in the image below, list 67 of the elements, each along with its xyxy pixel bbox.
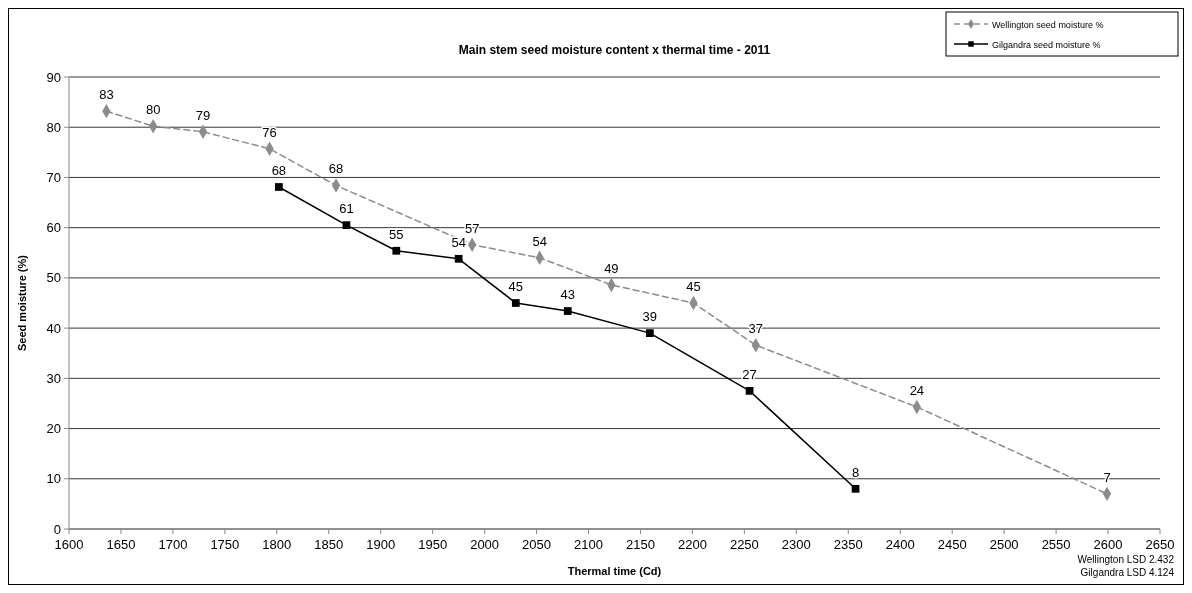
data-label: 49: [604, 260, 619, 276]
y-tick-label: 60: [46, 220, 61, 236]
y-tick-label: 70: [46, 169, 61, 185]
x-tick-label: 2000: [470, 537, 500, 552]
data-label: 39: [642, 309, 658, 325]
data-label: 55: [389, 226, 404, 242]
text: Gilgandra LSD 4.124: [1080, 567, 1175, 578]
x-tick-label: 1800: [262, 537, 292, 552]
point: [563, 307, 572, 315]
text: Wellington LSD 2.432: [1077, 554, 1175, 565]
x-tick-label: 2600: [1093, 537, 1123, 552]
data-label: 61: [339, 201, 354, 217]
x-tick-label: 2550: [1041, 537, 1071, 552]
data-label: 8: [851, 464, 860, 480]
chart-title: Main stem seed moisture content x thermal time - 2011: [458, 43, 771, 57]
x-tick-label: 2100: [574, 537, 603, 552]
y-tick-label: 50: [46, 270, 61, 286]
point: [275, 183, 283, 191]
x-tick-label: 1650: [106, 537, 136, 552]
y-tick-label: 90: [46, 69, 61, 85]
x-tick-label: 2200: [677, 537, 707, 552]
data-label: 43: [560, 287, 575, 303]
x-tick-label: 2250: [729, 537, 759, 552]
x-tick-label: 2150: [626, 537, 655, 552]
data-label: 80: [145, 102, 161, 118]
y-tick-label: 80: [46, 119, 61, 135]
data-label: 45: [686, 279, 701, 294]
data-label: 27: [742, 366, 757, 382]
point: [392, 246, 401, 255]
x-tick-label: 1750: [210, 537, 240, 552]
x-tick-label: 1950: [418, 537, 448, 552]
data-label: 76: [262, 124, 277, 140]
point: [851, 484, 860, 493]
data-label: 37: [748, 321, 764, 337]
x-tick-label: 1850: [314, 537, 344, 552]
point: [342, 221, 351, 230]
data-label: 24: [909, 382, 925, 398]
data-label: 54: [451, 234, 466, 250]
point: [745, 387, 754, 395]
y-tick-label: 30: [46, 370, 61, 386]
y-tick-label: 40: [46, 320, 61, 336]
x-tick-label: 1600: [54, 537, 84, 552]
legend-label: Wellington seed moisture %: [992, 19, 1104, 30]
point: [645, 329, 654, 338]
data-label: 68: [271, 162, 287, 178]
x-tick-label: 2350: [833, 537, 863, 552]
legend-label: Gilgandra seed moisture %: [992, 39, 1101, 50]
data-label: 45: [508, 279, 524, 294]
x-tick-label: 2400: [885, 537, 915, 552]
x-axis-title: Thermal time (Cd): [567, 565, 662, 577]
x-tick-label: 2050: [522, 537, 552, 552]
x-tick-label: 2450: [937, 537, 967, 552]
x-tick-label: 2500: [989, 537, 1019, 552]
point: [454, 254, 463, 263]
x-tick-label: 2300: [781, 537, 811, 552]
data-label: 68: [328, 161, 344, 177]
data-label: 54: [532, 233, 547, 249]
data-label: 83: [99, 87, 114, 103]
y-axis-title: Seed moisture (%): [16, 254, 28, 351]
x-tick-label: 2650: [1145, 537, 1175, 552]
point: [511, 299, 520, 307]
y-tick-label: 20: [46, 421, 61, 437]
x-tick-label: 1700: [158, 537, 188, 552]
data-label: 79: [195, 107, 211, 123]
y-tick-label: 10: [46, 471, 61, 487]
y-tick-label: 0: [53, 521, 61, 537]
x-tick-label: 1900: [366, 537, 396, 552]
